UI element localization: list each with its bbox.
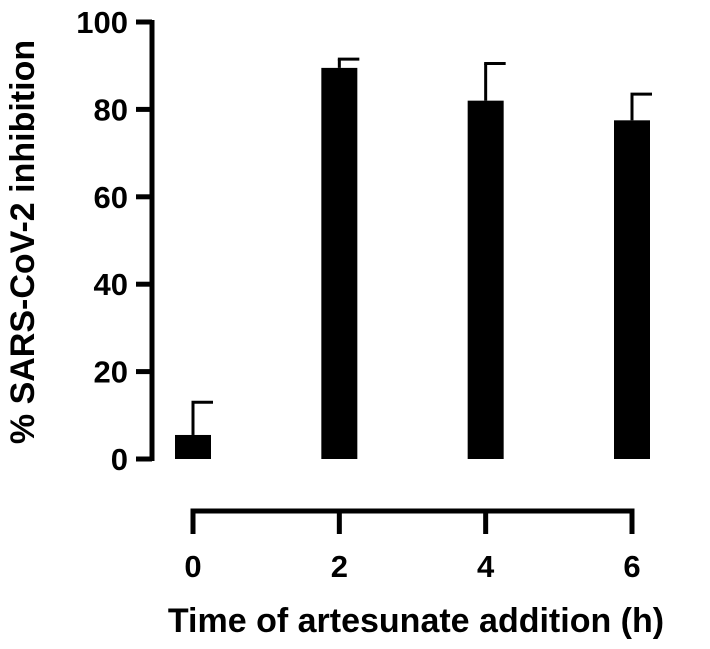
bar (614, 120, 650, 459)
x-axis-title: Time of artesunate addition (h) (168, 602, 664, 640)
bar (467, 100, 504, 459)
bar (321, 67, 358, 459)
y-tick-label: 100 (76, 5, 128, 40)
x-tick-label: 0 (184, 549, 201, 584)
bar (175, 434, 211, 459)
y-axis-title: % SARS-CoV-2 inhibition (4, 40, 42, 444)
x-axis: 0 2 4 6 (184, 508, 641, 584)
bars (175, 57, 652, 459)
y-tick-label: 20 (94, 355, 128, 390)
x-tick-label: 6 (623, 549, 640, 584)
y-tick-label: 0 (111, 442, 128, 477)
y-tick-label: 40 (94, 267, 128, 302)
x-tick-label: 4 (477, 549, 495, 584)
y-axis: 0 20 40 60 80 100 (76, 5, 155, 477)
y-tick-label: 60 (94, 180, 128, 215)
y-tick-label: 80 (94, 92, 128, 127)
x-tick-label: 2 (331, 549, 348, 584)
